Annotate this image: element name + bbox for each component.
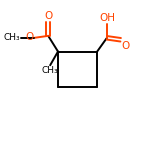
Text: CH₃: CH₃ — [3, 33, 20, 42]
Text: O: O — [25, 32, 33, 42]
Text: CH₃: CH₃ — [42, 66, 59, 75]
Text: OH: OH — [99, 13, 115, 23]
Text: O: O — [44, 11, 52, 21]
Text: O: O — [122, 41, 130, 51]
